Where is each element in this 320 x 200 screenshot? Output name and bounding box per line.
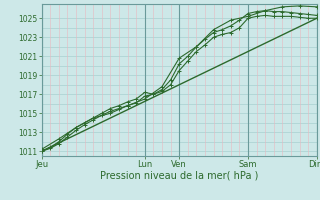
X-axis label: Pression niveau de la mer( hPa ): Pression niveau de la mer( hPa )	[100, 171, 258, 181]
